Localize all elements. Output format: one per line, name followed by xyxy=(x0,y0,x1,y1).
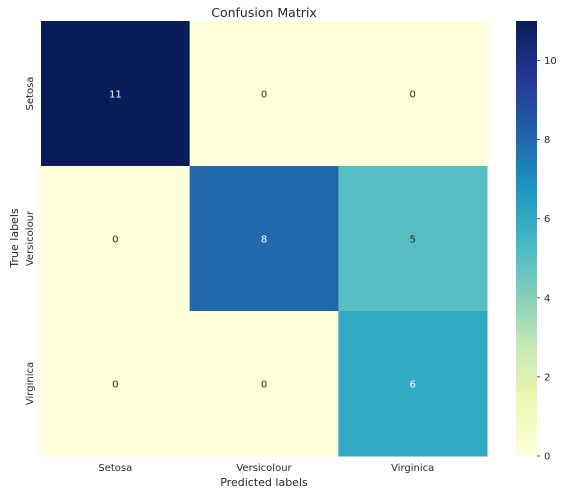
cell-value-label: 6 xyxy=(409,380,415,391)
colorbar-tick-label: 10 xyxy=(544,56,557,67)
heatmap-cell xyxy=(41,21,191,167)
x-tick-label: Virginica xyxy=(391,463,434,474)
cell-value-label: 8 xyxy=(261,235,267,246)
cell-value-label: 0 xyxy=(409,90,415,101)
y-axis-label: True labels xyxy=(8,208,21,268)
heatmap-cell xyxy=(189,166,339,312)
cell-value-label: 5 xyxy=(409,235,415,246)
heatmap-cell xyxy=(338,166,488,312)
heatmap-cell xyxy=(338,21,488,167)
heatmap-cell xyxy=(41,166,191,312)
y-tick-label: Versicolour xyxy=(25,210,36,266)
heatmap-cell-labels: 11 0 0 0 8 5 0 0 6 xyxy=(109,90,416,391)
colorbar xyxy=(516,21,537,456)
cell-value-label: 0 xyxy=(261,90,267,101)
heatmap-cell xyxy=(338,311,488,457)
colorbar-tick-label: 4 xyxy=(544,293,550,304)
x-axis-label: Predicted labels xyxy=(220,476,308,489)
y-tick-label: Setosa xyxy=(25,77,36,111)
colorbar-tick-label: 0 xyxy=(544,452,550,463)
cell-value-label: 11 xyxy=(109,90,122,101)
x-tick-labels: Setosa Versicolour Virginica xyxy=(98,463,434,474)
colorbar-tick-label: 2 xyxy=(544,372,550,383)
heatmap-cell xyxy=(189,311,339,457)
x-tick-label: Versicolour xyxy=(236,463,292,474)
y-tick-labels: Setosa Versicolour Virginica xyxy=(25,77,36,406)
cell-value-label: 0 xyxy=(112,380,118,391)
y-tick-label: Virginica xyxy=(25,362,36,405)
heatmap-cells xyxy=(41,21,488,457)
x-tick-label: Setosa xyxy=(98,463,132,474)
colorbar-tick-label: 6 xyxy=(544,214,550,225)
chart-title: Confusion Matrix xyxy=(211,5,317,20)
cell-value-label: 0 xyxy=(261,380,267,391)
colorbar-tick-label: 8 xyxy=(544,135,550,146)
heatmap-cell xyxy=(41,311,191,457)
heatmap-cell xyxy=(189,21,339,167)
colorbar-ticks: 0 2 4 6 8 10 xyxy=(537,56,557,463)
cell-value-label: 0 xyxy=(112,235,118,246)
